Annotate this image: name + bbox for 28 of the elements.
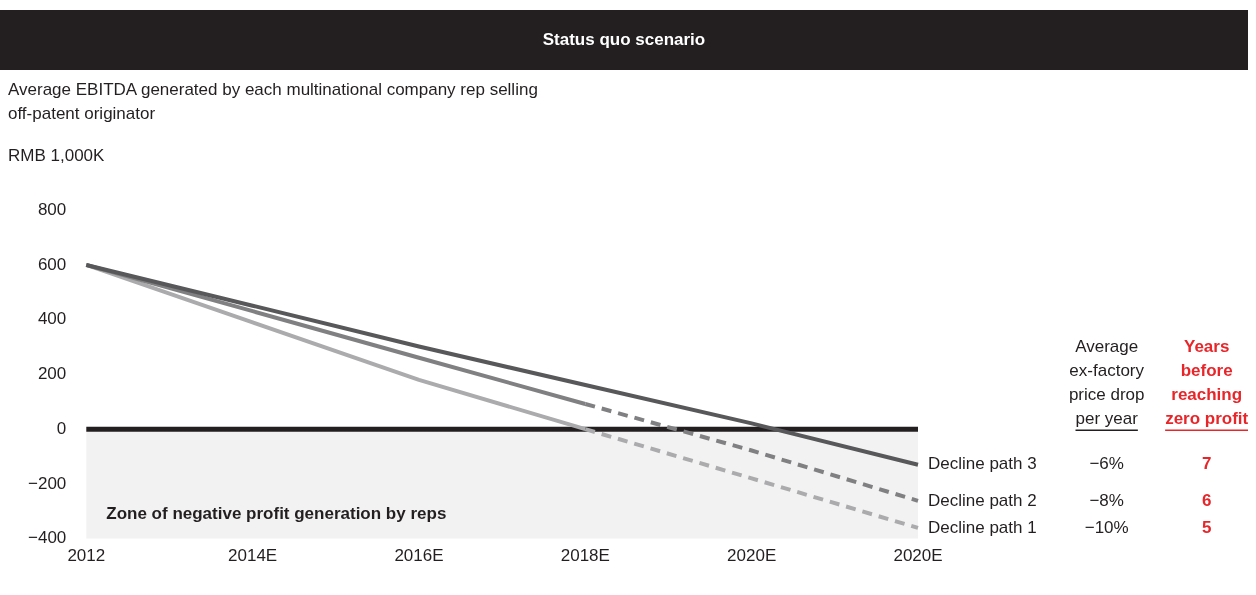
band-label: Zone of negative profit generation by reps xyxy=(106,503,447,523)
x-tick-label: 2014E xyxy=(228,546,278,566)
y-tick-label: 800 xyxy=(37,199,67,219)
y-tick-label: 0 xyxy=(56,418,67,438)
y-tick-label: −200 xyxy=(27,473,67,493)
x-tick-label: 2020E xyxy=(893,546,943,566)
text: −6% xyxy=(1089,454,1124,474)
x-tick-label: 2018E xyxy=(560,546,610,566)
text: Years before reaching zero profit xyxy=(1165,336,1249,428)
text: 7 xyxy=(1201,454,1212,474)
x-tick-label: 2016E xyxy=(394,546,444,566)
x-tick-label: 2020E xyxy=(727,546,777,566)
series-label: Decline path 1 xyxy=(928,517,1037,537)
text: 5 xyxy=(1201,517,1212,537)
x-tick-label: 2012 xyxy=(67,546,106,566)
text: −10% xyxy=(1084,517,1129,537)
text: Average ex-factory price drop per year xyxy=(1068,336,1145,428)
y-tick-label: −400 xyxy=(27,528,67,548)
y-axis-title: RMB 1,000K xyxy=(8,146,106,166)
y-tick-label: 200 xyxy=(37,364,67,384)
y-tick-label: 600 xyxy=(37,254,67,274)
text: 6 xyxy=(1201,490,1212,510)
chart-subtitle: Average EBITDA generated by each multinational company rep selling off-patent originator xyxy=(8,79,539,125)
chart-title: Status quo scenario xyxy=(0,10,1248,70)
text: −8% xyxy=(1089,490,1124,510)
y-tick-label: 400 xyxy=(37,309,67,329)
series-label: Decline path 2 xyxy=(928,490,1037,510)
series-label: Decline path 3 xyxy=(928,454,1037,474)
